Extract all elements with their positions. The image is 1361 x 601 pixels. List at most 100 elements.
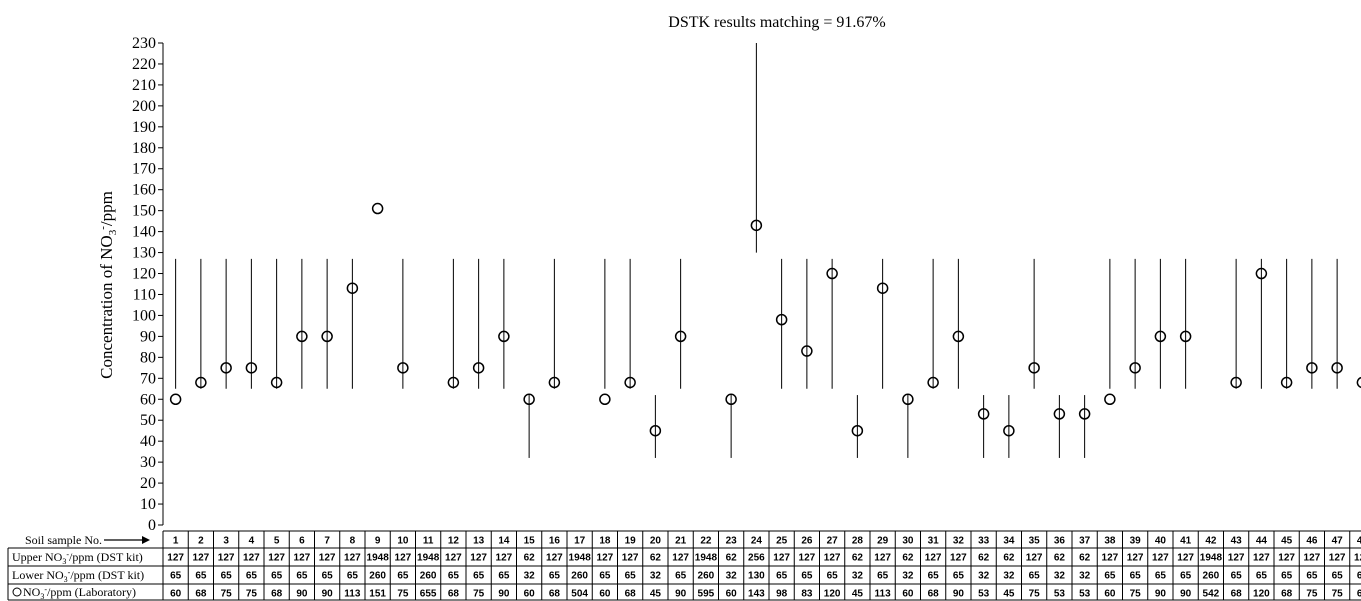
cell-sample: 4	[249, 536, 255, 547]
cell-lab: 113	[875, 589, 892, 600]
cell-upper: 62	[726, 553, 738, 564]
cell-lab: 504	[571, 589, 588, 600]
y-tick-label: 230	[132, 35, 156, 52]
cell-lower: 65	[195, 571, 207, 582]
cell-sample: 34	[1003, 536, 1015, 547]
cell-lower: 65	[1155, 571, 1167, 582]
cell-lower: 260	[571, 571, 588, 582]
cell-lower: 65	[170, 571, 182, 582]
lab-point	[826, 267, 838, 280]
y-tick-label: 30	[140, 454, 156, 471]
cell-upper: 127	[1228, 553, 1245, 564]
cell-upper: 62	[1054, 553, 1066, 564]
cell-upper: 127	[799, 553, 816, 564]
cell-lab: 75	[1306, 589, 1318, 600]
cell-lower: 65	[776, 571, 788, 582]
lab-point	[1154, 330, 1167, 343]
lab-point	[775, 313, 788, 326]
lab-point	[1053, 408, 1066, 420]
row-label-upper: Upper NO3-/ppm (DST kit)	[12, 550, 143, 566]
cell-lower: 65	[1306, 571, 1318, 582]
cell-lower: 65	[599, 571, 611, 582]
lab-point	[1129, 362, 1141, 374]
lab-point	[1230, 376, 1242, 389]
cell-lab: 60	[1104, 589, 1116, 600]
cell-upper: 127	[874, 553, 891, 564]
cell-sample: 14	[498, 536, 510, 547]
cell-sample: 1	[173, 536, 179, 547]
cell-lab: 90	[953, 589, 965, 600]
cell-lower: 32	[978, 571, 990, 582]
cell-lab: 98	[776, 589, 788, 600]
cell-lower: 65	[397, 571, 409, 582]
cell-upper: 62	[978, 553, 990, 564]
cell-lab: 60	[902, 589, 914, 600]
cell-lab: 143	[748, 589, 765, 600]
cell-upper: 1948	[367, 553, 390, 564]
cell-lower: 260	[698, 571, 715, 582]
lab-point	[649, 424, 662, 437]
cell-sample: 5	[274, 536, 280, 547]
cell-lower: 65	[1281, 571, 1293, 582]
cell-lab: 595	[698, 589, 715, 600]
cell-upper: 62	[1079, 553, 1091, 564]
lab-point	[1003, 424, 1015, 437]
cell-upper: 127	[445, 553, 462, 564]
cell-lower: 65	[1029, 571, 1041, 582]
cell-lower: 65	[1130, 571, 1142, 582]
lab-point	[371, 202, 384, 215]
cell-sample: 10	[397, 536, 409, 547]
cell-lower: 65	[246, 571, 258, 582]
lab-point	[498, 330, 510, 343]
cell-lower: 32	[902, 571, 914, 582]
cell-sample: 35	[1029, 536, 1041, 547]
cell-lower: 260	[1203, 571, 1220, 582]
cell-lab: 60	[524, 589, 536, 600]
cell-upper: 127	[672, 553, 689, 564]
cell-upper: 127	[950, 553, 967, 564]
cell-upper: 127	[1026, 553, 1043, 564]
y-tick-label: 100	[132, 307, 156, 324]
y-tick-label: 10	[140, 496, 156, 513]
cell-upper: 62	[902, 553, 914, 564]
y-axis-label: Concentration of NO3-/ppm	[97, 191, 119, 379]
cell-lab: 53	[1079, 589, 1091, 600]
cell-lab: 90	[1180, 589, 1192, 600]
row-label-lab: NO3-/ppm (Laboratory)	[23, 585, 136, 601]
cell-upper: 127	[622, 553, 639, 564]
cell-lower: 65	[1180, 571, 1192, 582]
cell-upper: 127	[925, 553, 942, 564]
cell-upper: 127	[1102, 553, 1119, 564]
arrow-head	[142, 536, 150, 544]
cell-upper: 62	[524, 553, 536, 564]
cell-lab: 68	[549, 589, 561, 600]
y-tick-label: 150	[132, 203, 156, 220]
cell-lower: 32	[726, 571, 738, 582]
y-tick-label: 120	[132, 266, 156, 283]
y-tick-label: 70	[140, 370, 156, 387]
y-tick-label: 60	[140, 391, 156, 408]
cell-sample: 45	[1281, 536, 1293, 547]
cell-sample: 3	[223, 536, 229, 547]
cell-upper: 256	[748, 553, 765, 564]
cell-lower: 260	[420, 571, 437, 582]
cell-lower: 32	[1079, 571, 1091, 582]
cell-lab: 53	[978, 589, 990, 600]
cell-upper: 127	[1329, 553, 1346, 564]
svg-text:Concentration of NO3-/ppm: Concentration of NO3-/ppm	[97, 191, 119, 379]
lab-point	[902, 393, 914, 406]
cell-upper: 127	[1304, 553, 1321, 564]
lab-point	[952, 330, 965, 343]
lab-point	[346, 282, 359, 294]
cell-upper: 127	[496, 553, 513, 564]
cell-sample: 25	[776, 536, 788, 547]
lab-point	[472, 362, 485, 374]
lab-point	[977, 408, 990, 420]
cell-sample: 39	[1130, 536, 1142, 547]
cell-sample: 46	[1306, 536, 1318, 547]
lab-point	[1331, 362, 1343, 374]
cell-lab: 68	[448, 589, 460, 600]
cell-lower: 65	[448, 571, 460, 582]
cell-upper: 127	[395, 553, 412, 564]
cell-sample: 8	[350, 536, 356, 547]
